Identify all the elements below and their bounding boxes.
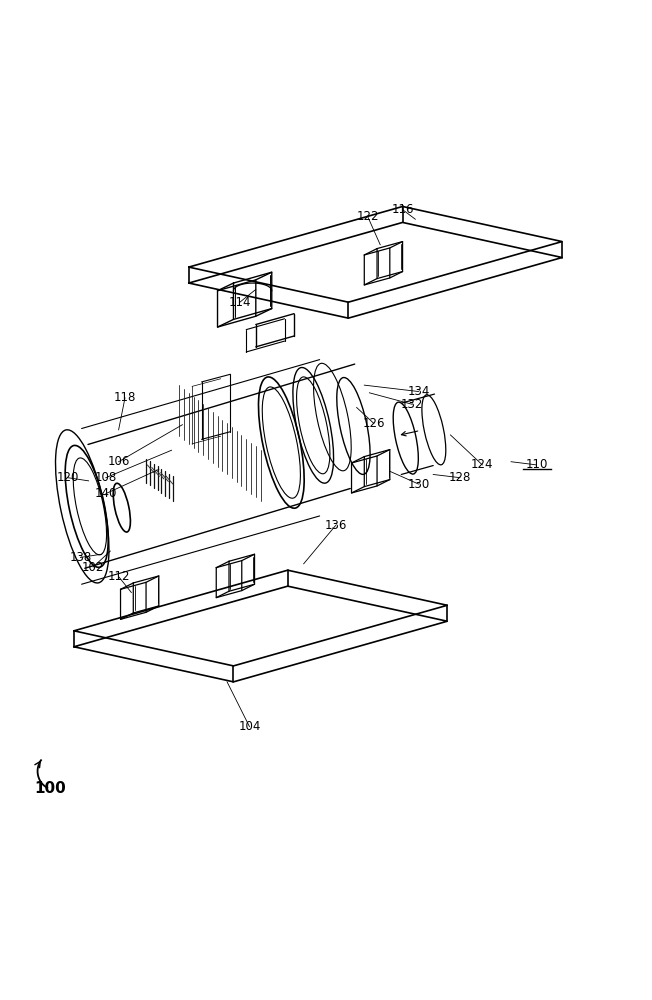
Text: 126: 126 xyxy=(363,417,385,430)
Text: 122: 122 xyxy=(356,210,379,223)
Text: 134: 134 xyxy=(408,385,430,398)
Text: 136: 136 xyxy=(325,519,347,532)
Text: 108: 108 xyxy=(95,471,117,484)
Text: 132: 132 xyxy=(401,398,423,411)
Text: 118: 118 xyxy=(114,391,136,404)
Text: 104: 104 xyxy=(238,720,261,733)
Text: 116: 116 xyxy=(391,203,414,216)
Text: 140: 140 xyxy=(95,487,117,500)
Text: 106: 106 xyxy=(108,455,130,468)
Text: 130: 130 xyxy=(408,478,430,491)
Text: 138: 138 xyxy=(69,551,91,564)
Text: 100: 100 xyxy=(35,781,67,796)
Text: 102: 102 xyxy=(82,561,104,574)
Text: 112: 112 xyxy=(108,570,130,583)
Text: 120: 120 xyxy=(56,471,79,484)
Text: 114: 114 xyxy=(229,296,251,309)
Text: 124: 124 xyxy=(471,458,494,471)
Text: 110: 110 xyxy=(526,458,548,471)
Text: 128: 128 xyxy=(449,471,471,484)
